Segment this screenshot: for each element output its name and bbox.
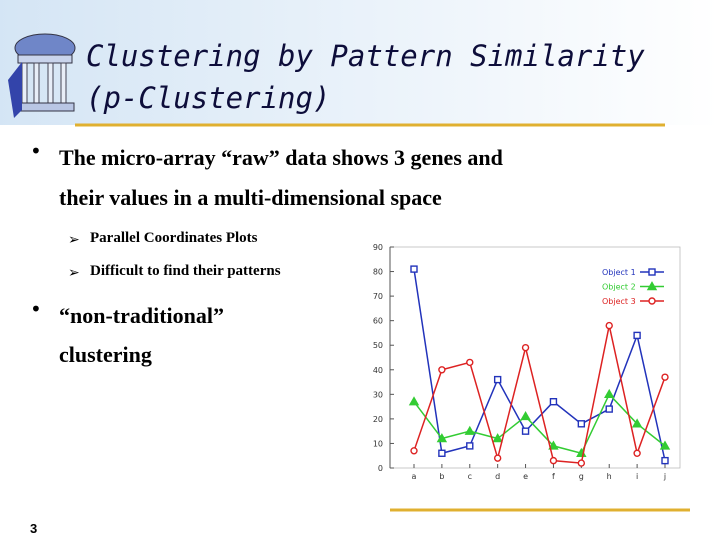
marker [648, 297, 656, 305]
marker [493, 454, 502, 462]
x-tick-label: e [523, 472, 528, 481]
marker [520, 411, 531, 421]
marker [646, 281, 658, 291]
y-tick-label: 20 [373, 415, 383, 424]
marker [577, 459, 586, 467]
bullet-marker: • [30, 297, 42, 321]
x-tick-label: h [607, 472, 612, 481]
sub-bullet-text: Difficult to find their patterns [90, 263, 281, 279]
sub-bullet-marker: ➢ [68, 265, 80, 281]
page-number: 3 [30, 521, 38, 536]
x-tick-label: d [495, 472, 500, 481]
legend-label: Object 3 [602, 297, 636, 306]
y-tick-label: 10 [373, 439, 383, 448]
legend-label: Object 2 [602, 283, 636, 292]
marker [410, 265, 418, 273]
sub-bullet-text: Parallel Coordinates Plots [90, 230, 258, 246]
marker [408, 396, 420, 406]
title-line: Clustering by Pattern Similarity [86, 39, 645, 73]
marker [548, 440, 559, 450]
y-tick-label: 40 [373, 366, 383, 375]
x-tick-label: a [412, 472, 417, 481]
header-background [0, 0, 720, 125]
y-tick-label: 90 [373, 243, 383, 252]
marker [648, 268, 656, 276]
logo [8, 33, 76, 118]
legend-label: Object 1 [602, 268, 636, 277]
x-tick-label: j [663, 472, 666, 481]
marker [436, 433, 448, 443]
bullet-text: The micro-array “raw” data shows 3 genes… [59, 145, 503, 170]
marker [659, 440, 671, 450]
x-tick-label: f [552, 472, 555, 481]
marker [464, 425, 475, 435]
marker [549, 456, 558, 465]
y-tick-label: 70 [373, 292, 383, 301]
marker [577, 420, 586, 428]
marker [466, 442, 474, 450]
x-tick-label: c [468, 472, 472, 481]
marker [604, 388, 615, 399]
marker [466, 358, 474, 367]
bullet-text: their values in a multi-dimensional spac… [59, 185, 442, 210]
plot-frame [389, 246, 681, 469]
bullet-marker: • [30, 139, 42, 163]
marker [631, 418, 643, 428]
title-line: (p-Clustering) [86, 81, 331, 115]
marker [438, 366, 446, 374]
y-tick-label: 0 [378, 464, 383, 473]
marker [493, 375, 502, 384]
y-tick-label: 60 [373, 317, 383, 326]
marker [633, 449, 641, 457]
x-tick-label: i [636, 472, 638, 481]
marker [521, 343, 530, 352]
marker [549, 398, 558, 406]
series-line [413, 268, 666, 461]
y-tick-label: 30 [373, 390, 383, 399]
marker [521, 427, 530, 435]
marker [410, 447, 418, 455]
marker [633, 331, 641, 340]
series-line [413, 393, 666, 455]
x-tick-label: b [439, 472, 444, 481]
marker [492, 433, 503, 443]
marker [438, 449, 446, 457]
y-tick-label: 80 [373, 268, 383, 277]
series-line [413, 325, 666, 464]
marker [605, 321, 613, 330]
marker [605, 405, 613, 413]
y-tick-label: 50 [373, 341, 383, 350]
marker [661, 456, 669, 465]
sub-bullet-marker: ➢ [68, 232, 80, 248]
x-tick-label: g [579, 472, 584, 481]
bullet-text: clustering [59, 342, 152, 367]
marker [661, 373, 669, 381]
bullet-text: “non-traditional” [59, 303, 225, 328]
